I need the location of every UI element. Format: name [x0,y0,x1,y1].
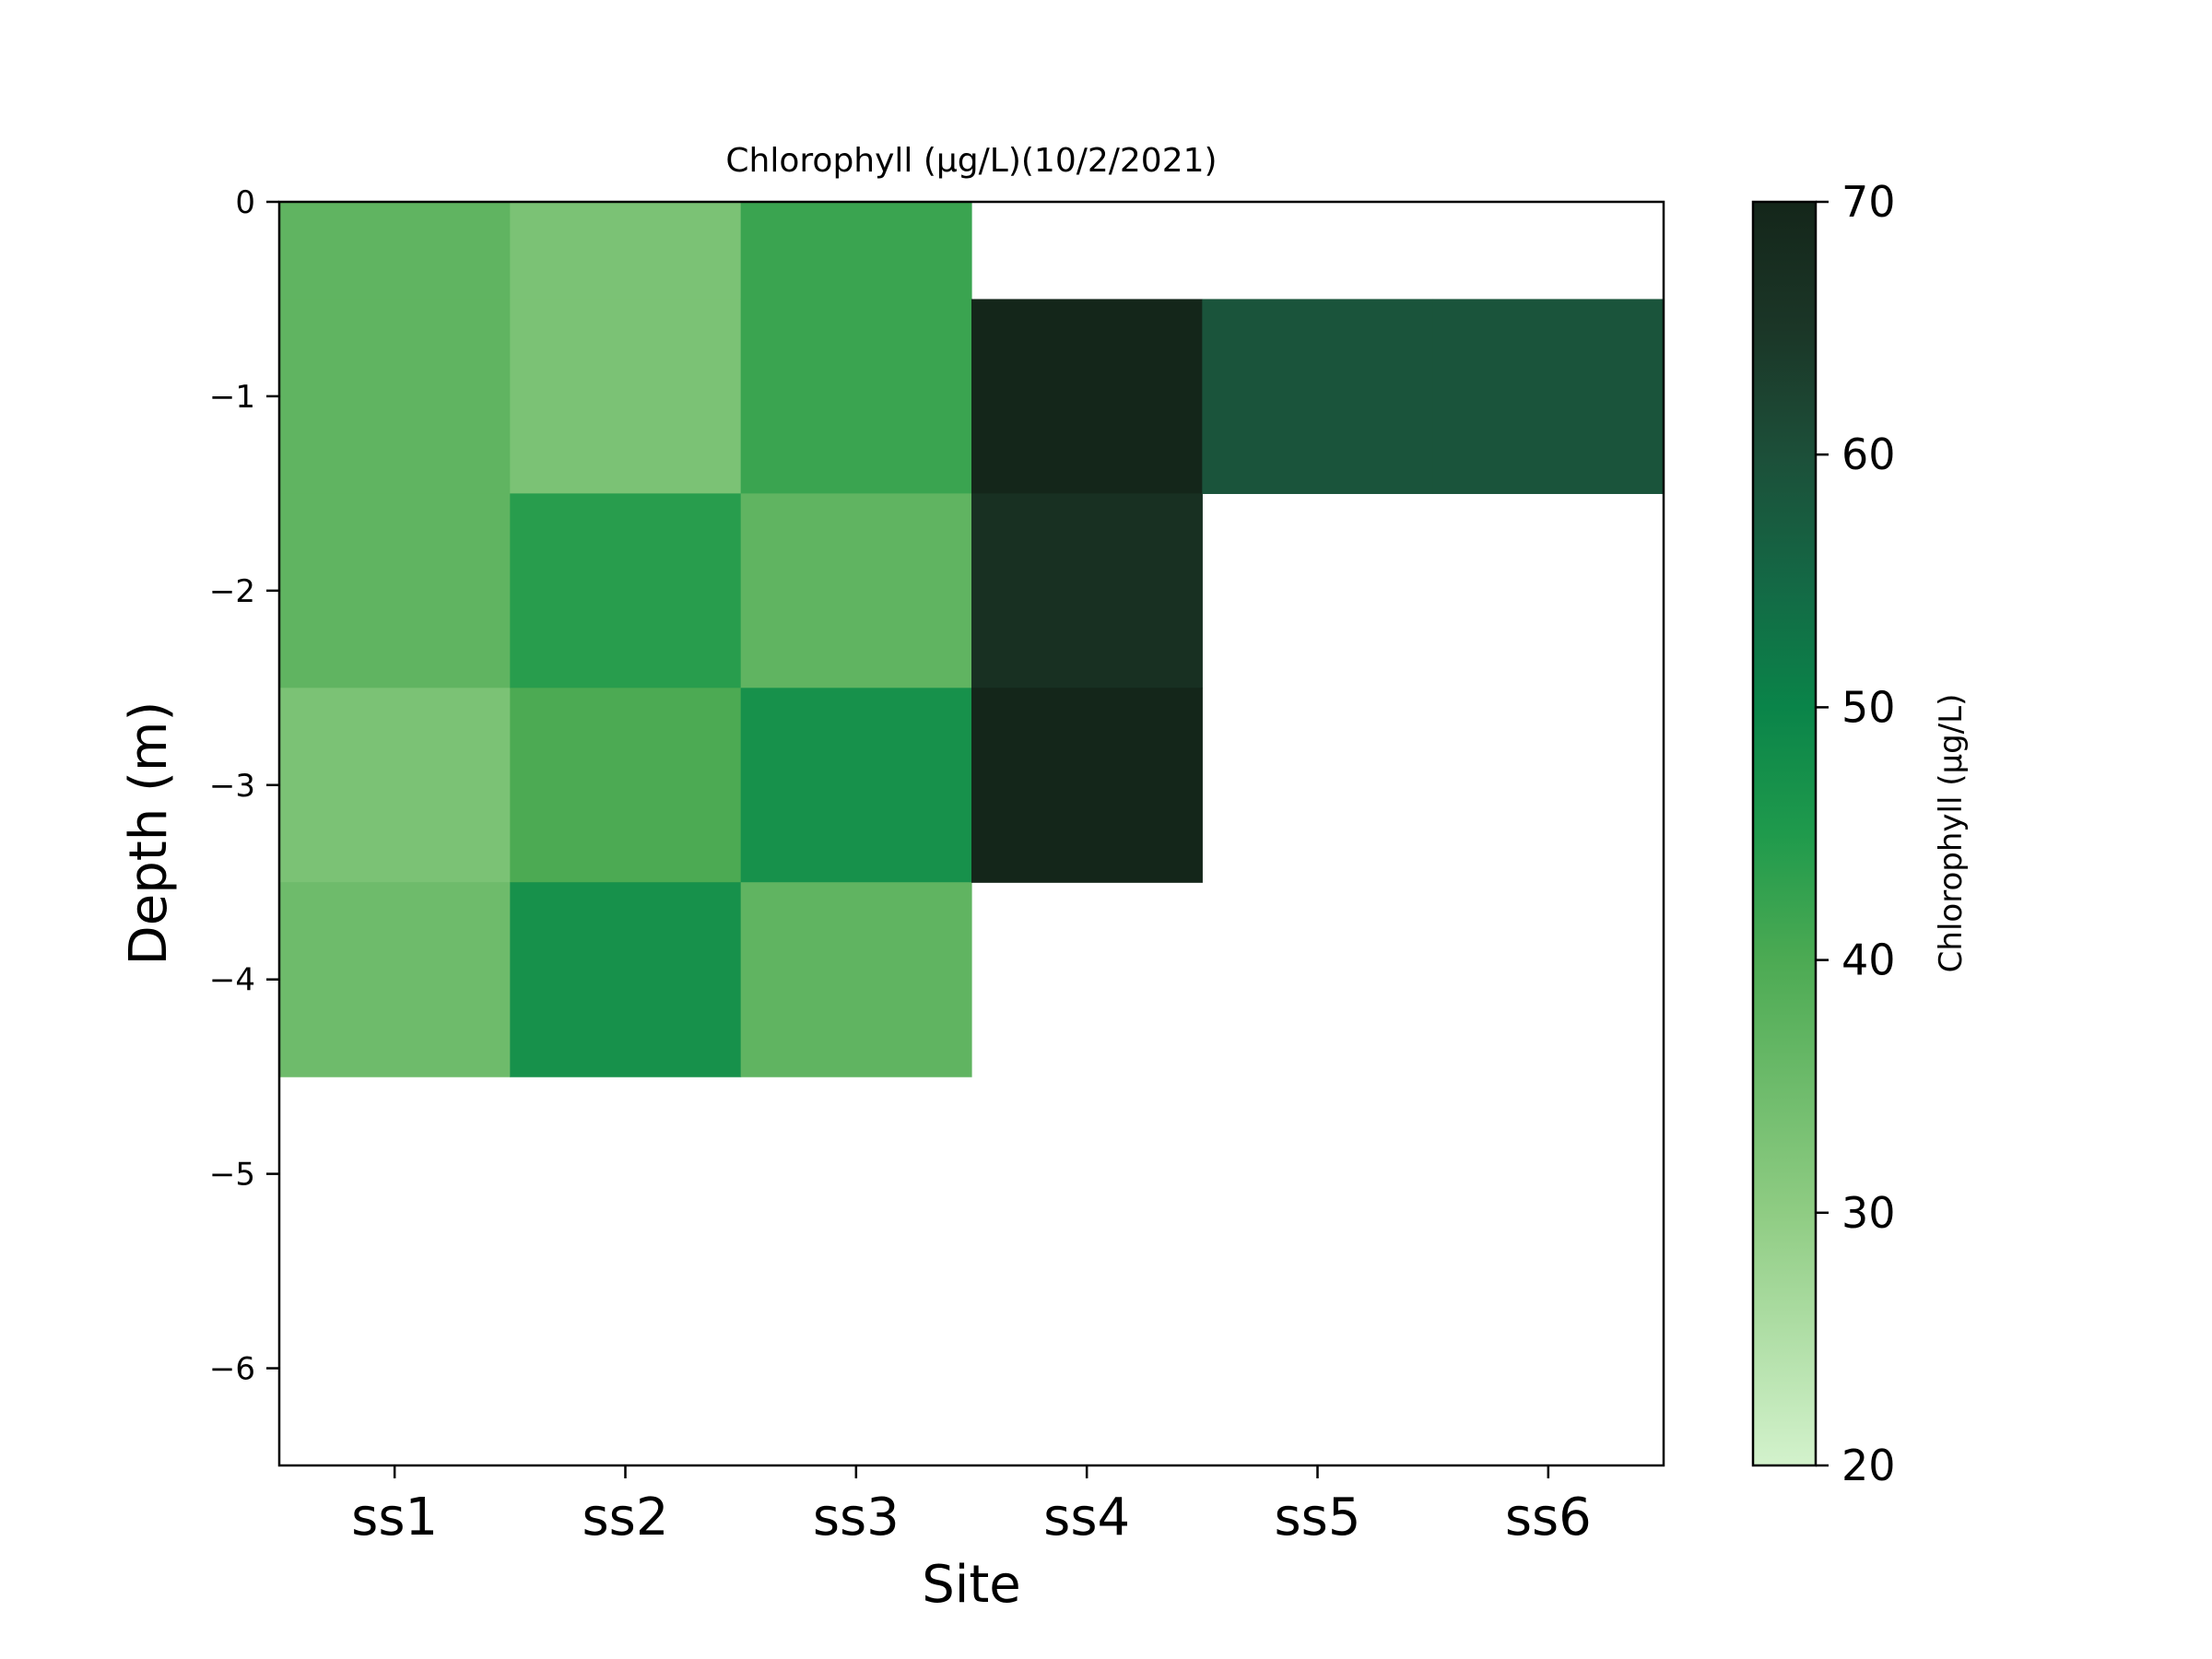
plot-frame [277,200,1665,1467]
heatmap-cell-ss4-depth-1 [971,299,1203,494]
heatmap-cell-ss3-depth-2 [740,493,972,688]
heatmap-cell-ss4-depth-2 [971,493,1203,688]
x-tick-label-ss3: ss3 [813,1488,900,1547]
heatmap-cell-ss3-depth-3 [740,688,972,883]
heatmap-cell-ss1-depth-1 [279,299,511,494]
heatmap-cells [279,202,1665,1077]
heatmap-cell-ss6-depth-1 [1432,299,1665,494]
x-tick-label-ss2: ss2 [582,1488,669,1547]
heatmap-cell-ss2-depth-1 [510,299,742,494]
heatmap-cell-ss1-depth-4 [279,882,511,1077]
heatmap-cell-ss2-depth-3 [510,688,742,883]
heatmap-cell-ss5-depth-1 [1202,299,1434,494]
heatmap-cell-ss2-depth-2 [510,493,742,688]
heatmap-cell-ss2-depth0 [510,202,742,300]
y-axis-label: Depth (m) [119,701,179,966]
colorbar-tick-label: 60 [1841,429,1896,479]
x-tick-label-ss1: ss1 [351,1488,438,1547]
colorbar-tick-label: 50 [1841,682,1896,732]
x-axis: ss1 ss2 ss3 ss4 ss5 ss6 [351,1465,1592,1547]
colorbar-tick-label: 30 [1841,1188,1896,1238]
heatmap-cell-ss3-depth-4 [740,882,972,1077]
heatmap-cell-ss2-depth-4 [510,882,742,1077]
heatmap-cell-ss1-depth0 [279,202,511,300]
heatmap-cell-ss3-depth-1 [740,299,972,494]
heatmap-cell-ss1-depth-2 [279,493,511,688]
colorbar-label: Chlorophyll (µg/L) [1933,694,1970,973]
y-axis: 0 −1 −2 −3 −4 −5 −6 [209,184,279,1388]
chart-title: Chlorophyll (µg/L)(10/2/2021) [725,142,1217,180]
x-tick-label-ss5: ss5 [1275,1488,1361,1547]
colorbar-tick-label: 70 [1841,177,1896,227]
x-tick-label-ss4: ss4 [1043,1488,1130,1547]
y-tick-label: −2 [209,573,255,610]
colorbar [1751,200,1818,1467]
y-tick-label: −4 [209,962,255,999]
colorbar-tick-label: 20 [1841,1441,1896,1490]
x-axis-label: Site [922,1555,1021,1615]
colorbar-ticks: 20 30 40 50 60 70 [1816,177,1896,1490]
y-tick-label: −3 [209,768,255,805]
y-tick-label: −1 [209,379,255,416]
y-tick-label: 0 [235,184,255,221]
y-tick-label: −5 [209,1157,255,1194]
heatmap-cell-ss4-depth-3 [971,688,1203,883]
y-tick-label: −6 [209,1351,255,1388]
heatmap-cell-ss1-depth-3 [279,688,511,883]
colorbar-tick-label: 40 [1841,935,1896,985]
x-tick-label-ss6: ss6 [1505,1488,1592,1547]
heatmap-cell-ss3-depth0 [740,202,972,300]
